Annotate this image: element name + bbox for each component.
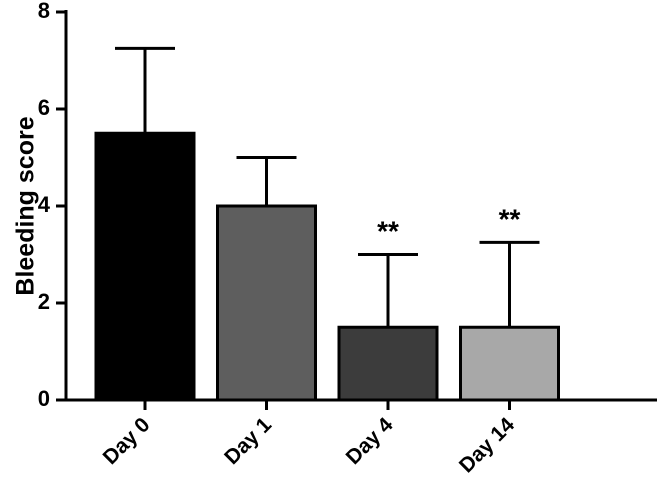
y-tick-label-4: 4: [38, 192, 51, 217]
x-tick-label-day-0: Day 0: [99, 413, 155, 469]
x-tick-label-day-14: Day 14: [455, 413, 519, 477]
bar-day-1: [216, 204, 317, 402]
error-bars: [115, 46, 540, 328]
error-bar-day-14: [479, 240, 540, 328]
error-bar-day-1: [236, 156, 297, 206]
bars: [94, 131, 560, 402]
x-tick-label-day-1: Day 1: [220, 413, 276, 469]
error-bar-day-0: [115, 46, 175, 134]
y-axis-label: Bleeding score: [12, 116, 40, 295]
axes: [56, 10, 657, 410]
significance-marker-day-14: **: [499, 203, 521, 234]
significance-marker-day-4: **: [377, 216, 399, 247]
y-tick-label-2: 2: [38, 289, 50, 314]
bar-day-4: [337, 325, 439, 402]
y-tick-label-6: 6: [38, 95, 50, 120]
y-tick-label-0: 0: [38, 386, 50, 411]
bar-day-0: [94, 131, 196, 402]
error-bar-day-4: [358, 253, 418, 328]
bar-day-14: [459, 325, 560, 402]
x-tick-label-day-4: Day 4: [342, 413, 398, 469]
y-tick-label-8: 8: [38, 0, 50, 23]
